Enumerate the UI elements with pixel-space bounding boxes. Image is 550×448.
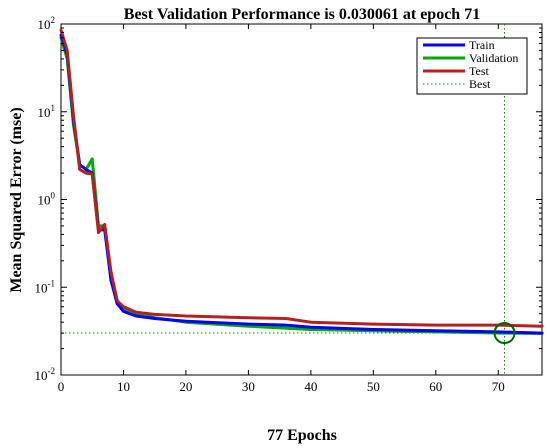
legend-label-test: Test bbox=[469, 64, 489, 78]
legend-box bbox=[416, 37, 528, 95]
series-layer bbox=[59, 28, 544, 335]
best-point-circle bbox=[493, 322, 516, 345]
legend-label-best: Best bbox=[469, 77, 491, 91]
y-tick-label: 10-2 bbox=[35, 366, 56, 383]
y-tick-label: 102 bbox=[38, 15, 56, 32]
x-axis-label: 77 Epochs bbox=[267, 427, 337, 444]
x-tick-label: 70 bbox=[492, 379, 505, 394]
best-circle-layer bbox=[493, 322, 516, 345]
y-tick-label: 100 bbox=[38, 191, 56, 208]
y-tick-label: 10-1 bbox=[35, 278, 56, 295]
x-tick-label: 60 bbox=[429, 379, 442, 394]
legend-label-validation: Validation bbox=[469, 51, 518, 65]
y-tick-label: 101 bbox=[38, 103, 56, 120]
x-tick-label: 30 bbox=[242, 379, 255, 394]
series-line-test bbox=[59, 28, 544, 328]
x-tick-label: 0 bbox=[58, 379, 65, 394]
y-axis: 10-2 10-1 100 101 102 bbox=[35, 15, 542, 383]
x-tick-label: 50 bbox=[367, 379, 380, 394]
legend: Train Validation Test Best bbox=[416, 37, 528, 95]
x-tick-label: 20 bbox=[179, 379, 192, 394]
series-line-train bbox=[59, 33, 544, 335]
x-axis: 0 10 20 30 40 50 60 70 bbox=[58, 24, 505, 394]
x-tick-label: 40 bbox=[304, 379, 317, 394]
x-tick-label: 10 bbox=[117, 379, 130, 394]
legend-label-train: Train bbox=[469, 38, 495, 52]
y-axis-label: Mean Squared Error (mse) bbox=[8, 107, 25, 292]
chart-title: Best Validation Performance is 0.030061 … bbox=[124, 6, 480, 23]
